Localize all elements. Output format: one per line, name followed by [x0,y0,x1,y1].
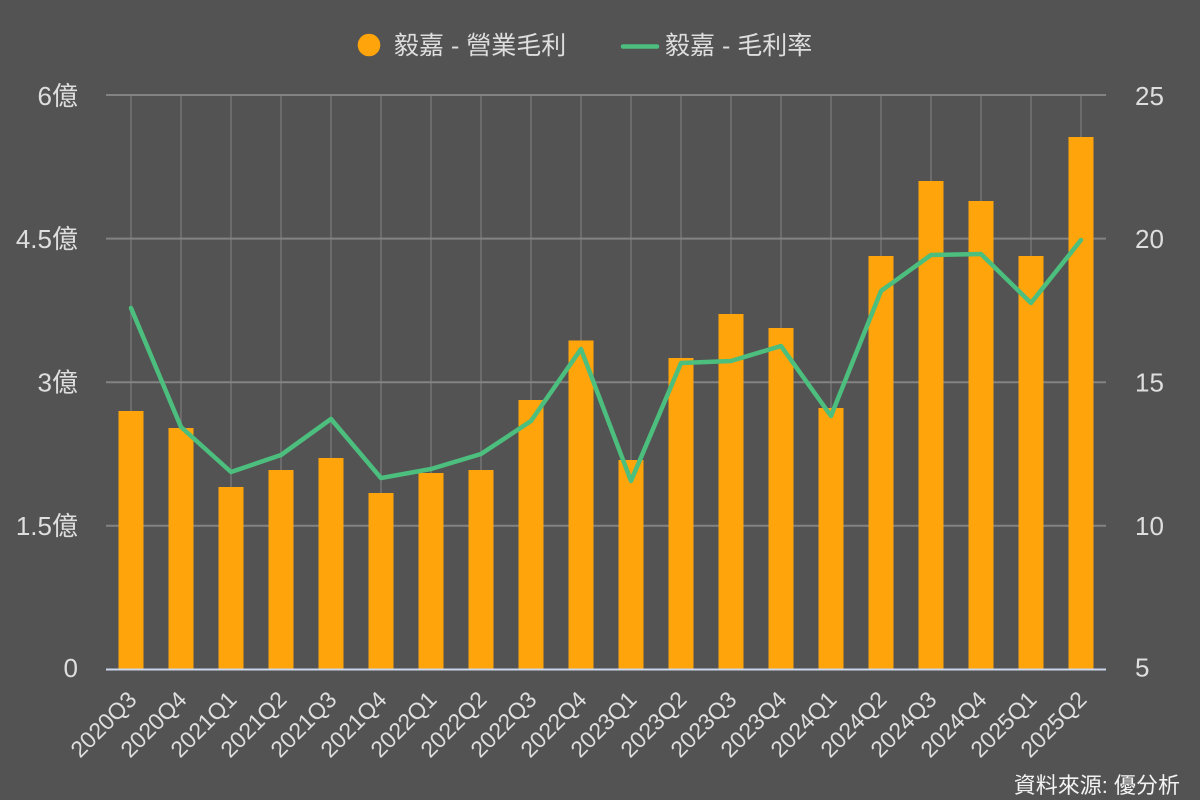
svg-text:25: 25 [1135,81,1164,111]
svg-text:3億: 3億 [38,368,78,398]
svg-text:資料來源: 優分析: 資料來源: 優分析 [1014,773,1180,798]
svg-text:0: 0 [64,653,78,683]
svg-text:10: 10 [1135,511,1164,541]
svg-text:6億: 6億 [38,81,78,111]
svg-text:毅嘉 - 毛利率: 毅嘉 - 毛利率 [665,32,812,60]
svg-text:1.5億: 1.5億 [16,511,78,541]
svg-text:5: 5 [1135,653,1149,683]
svg-text:毅嘉 - 營業毛利: 毅嘉 - 營業毛利 [394,32,566,60]
svg-text:15: 15 [1135,368,1164,398]
svg-text:20: 20 [1135,224,1164,254]
svg-text:4.5億: 4.5億 [16,224,78,254]
